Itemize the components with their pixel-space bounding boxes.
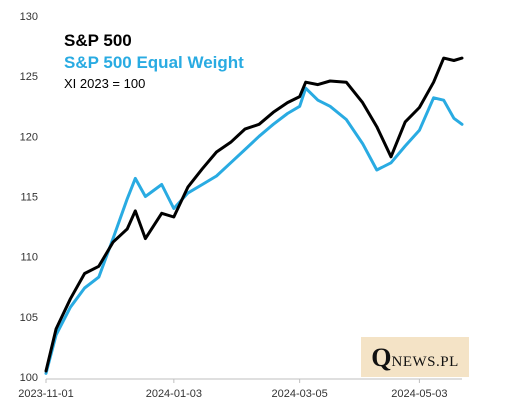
legend-series-1: S&P 500 (64, 31, 132, 50)
y-tick-label: 110 (20, 252, 38, 264)
y-tick-label: 125 (20, 71, 38, 83)
x-tick-label: 2023-11-01 (18, 388, 73, 400)
series-line-sp500-equal-weight (44, 86, 464, 375)
logo-q: Q (371, 343, 392, 372)
y-tick-label: 115 (20, 192, 38, 204)
base-note: XI 2023 = 100 (64, 76, 146, 91)
y-tick-label: 105 (20, 312, 38, 324)
series-layer (44, 56, 464, 375)
series-line-sp500 (44, 56, 464, 373)
y-tick-label: 130 (20, 11, 38, 23)
y-axis-ticks: 100 105 110 115 120 125 130 (20, 11, 38, 384)
logo-rest: NEWS.PL (391, 354, 459, 370)
y-tick-label: 120 (20, 131, 38, 143)
legend-series-2: S&P 500 Equal Weight (64, 53, 244, 72)
qnews-logo: QNEWS.PL (361, 337, 469, 377)
x-tick-label: 2024-03-05 (272, 388, 328, 400)
x-tick-label: 2024-01-03 (146, 388, 202, 400)
x-axis: 2023-11-01 2024-01-03 2024-03-05 2024-05-03 (18, 378, 462, 400)
legend: S&P 500 S&P 500 Equal Weight XI 2023 = 1… (64, 30, 244, 94)
y-tick-label: 100 (20, 372, 38, 384)
x-tick-label: 2024-05-03 (391, 388, 447, 400)
